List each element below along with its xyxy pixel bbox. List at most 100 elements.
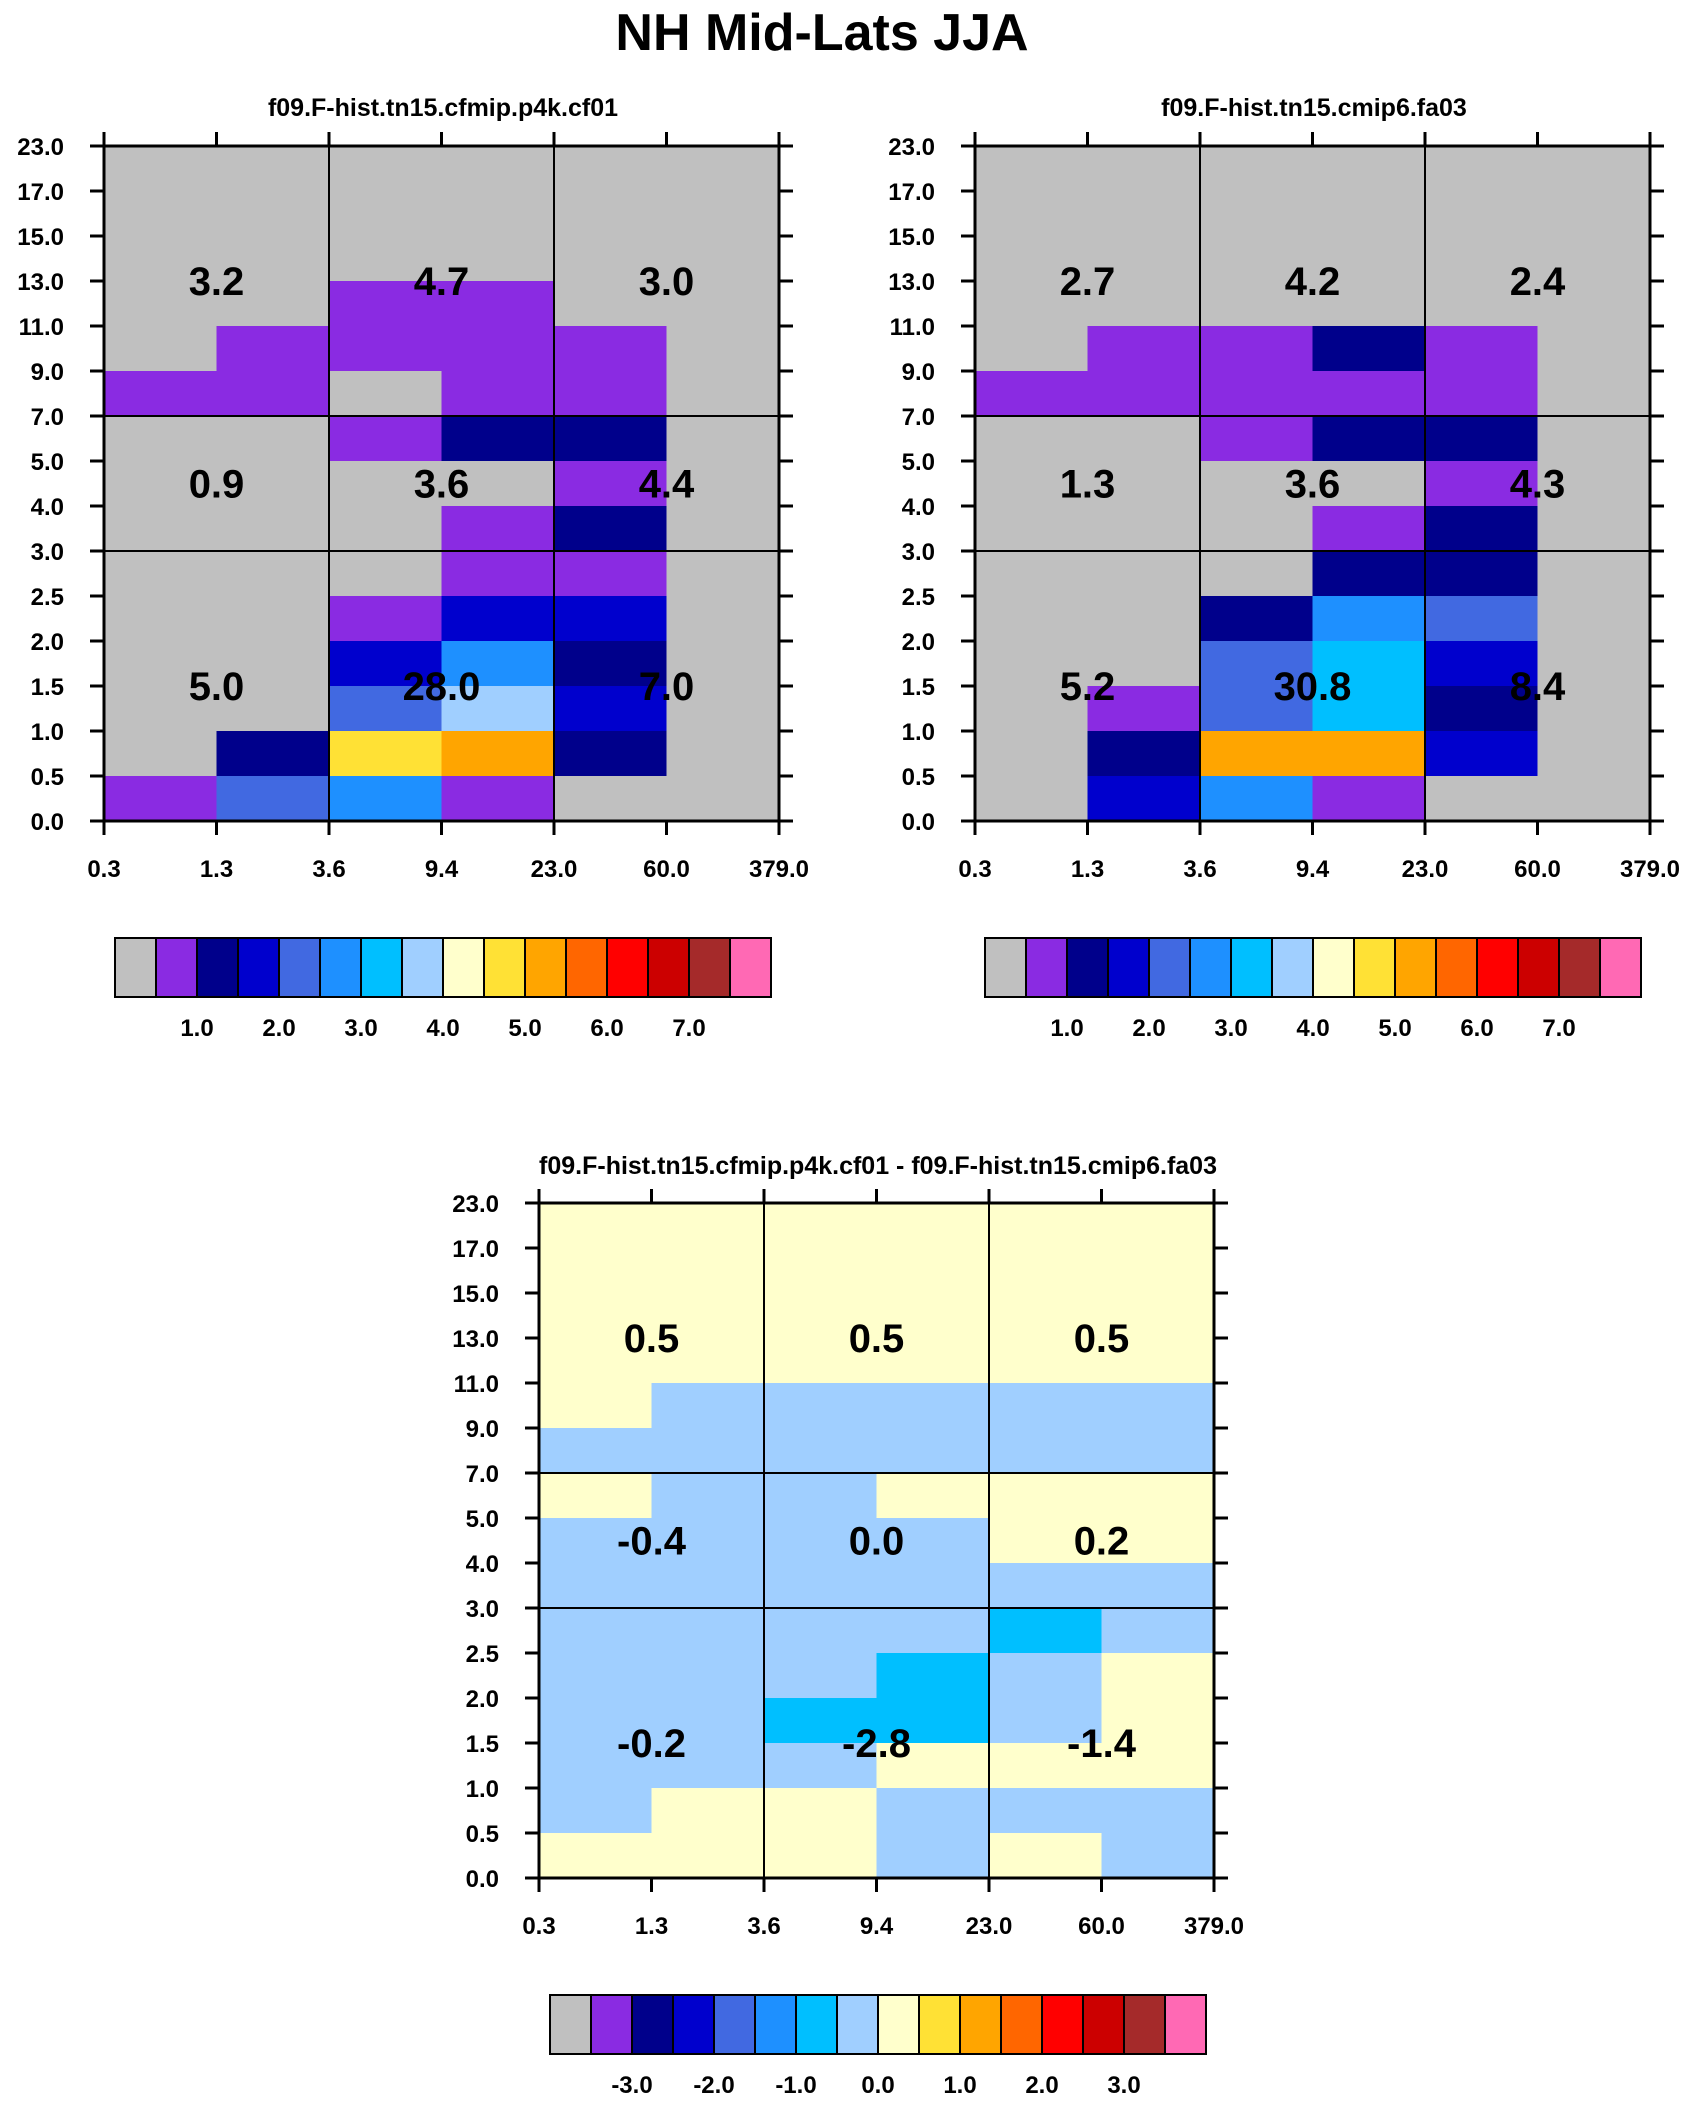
heatmap-cell — [666, 551, 780, 597]
panel-1-ytick-labels: 0.0 0.5 1.0 1.5 2.0 2.5 3.0 4.0 5.0 7.0 9.0 11.0 13.… — [17, 134, 64, 836]
colorbar-label: 1.0 — [1050, 1015, 1083, 1042]
heatmap-cell — [329, 191, 443, 237]
heatmap-cell — [1425, 731, 1539, 777]
y-tick-label: 0.5 — [31, 764, 64, 791]
colorbar-swatch — [877, 1994, 920, 2055]
panel-1: f09.F-hist.tn15.cfmip.p4k.cf01 0.0 0.5 1.0… — [17, 94, 809, 1042]
heatmap-cell — [989, 1698, 1103, 1744]
heatmap-cell — [1200, 461, 1314, 507]
y-tick-label: 0.0 — [902, 809, 935, 836]
colorbar-swatch — [1558, 937, 1601, 998]
heatmap-cell — [1312, 686, 1426, 732]
heatmap-cell — [539, 1788, 653, 1834]
heatmap-cell — [1087, 686, 1201, 732]
heatmap-cell — [1101, 1248, 1215, 1294]
x-tick-label: 0.3 — [87, 856, 120, 883]
x-tick-label: 379.0 — [1184, 1913, 1244, 1940]
heatmap-cell — [216, 371, 330, 417]
y-tick-label: 13.0 — [17, 269, 64, 296]
x-tick-label: 3.6 — [312, 856, 345, 883]
heatmap-cell — [1101, 1383, 1215, 1429]
heatmap-cell — [1087, 236, 1201, 282]
heatmap-cell — [989, 1383, 1103, 1429]
region-value-label: 4.4 — [639, 463, 695, 507]
heatmap-cell — [216, 686, 330, 732]
heatmap-cell — [441, 416, 555, 462]
heatmap-cell — [666, 596, 780, 642]
heatmap-cell — [1087, 326, 1201, 372]
region-value-label: -0.4 — [617, 1520, 687, 1564]
heatmap-cell — [989, 1653, 1103, 1699]
heatmap-cell — [104, 416, 218, 462]
colorbar-swatch — [1123, 1994, 1166, 2055]
heatmap-cell — [1087, 416, 1201, 462]
heatmap-cell — [666, 146, 780, 192]
heatmap-cell — [1312, 641, 1426, 687]
y-tick-label: 23.0 — [888, 134, 935, 161]
region-value-label: 3.6 — [414, 463, 470, 507]
region-value-label: 2.4 — [1510, 260, 1566, 304]
heatmap-cell — [104, 371, 218, 417]
y-tick-label: 5.0 — [31, 449, 64, 476]
heatmap-cell — [876, 1203, 990, 1249]
heatmap-cell — [1537, 146, 1651, 192]
heatmap-cell — [1312, 371, 1426, 417]
colorbar-swatch — [606, 937, 649, 998]
x-tick-label: 60.0 — [1514, 856, 1561, 883]
heatmap-cell — [1312, 146, 1426, 192]
heatmap-cell — [1312, 416, 1426, 462]
region-value-label: 4.2 — [1285, 260, 1341, 304]
heatmap-cell — [1425, 416, 1539, 462]
region-value-label: 2.7 — [1060, 260, 1116, 304]
heatmap-cell — [441, 551, 555, 597]
colorbar-swatch — [442, 937, 485, 998]
region-value-label: 3.2 — [189, 260, 245, 304]
colorbar-swatch — [1107, 937, 1150, 998]
heatmap-cell — [989, 1833, 1103, 1879]
heatmap-cell — [1101, 1293, 1215, 1339]
heatmap-cell — [651, 1293, 765, 1339]
heatmap-cell — [651, 1338, 765, 1384]
colorbar-swatch — [196, 937, 239, 998]
heatmap-cell — [1200, 776, 1314, 822]
colorbar-swatch — [918, 1994, 961, 2055]
heatmap-cell — [216, 641, 330, 687]
y-tick-label: 2.0 — [466, 1686, 499, 1713]
heatmap-cell — [651, 1563, 765, 1609]
heatmap-cell — [1537, 506, 1651, 552]
heatmap-cell — [876, 1248, 990, 1294]
y-tick-label: 3.0 — [31, 539, 64, 566]
heatmap-cell — [329, 731, 443, 777]
heatmap-cell — [441, 641, 555, 687]
heatmap-cell — [989, 1608, 1103, 1654]
heatmap-cell — [1200, 371, 1314, 417]
heatmap-cell — [989, 1743, 1103, 1789]
region-value-label: -0.2 — [617, 1722, 686, 1766]
heatmap-cell — [1312, 191, 1426, 237]
heatmap-cell — [1537, 326, 1651, 372]
colorbar-swatch — [836, 1994, 879, 2055]
region-value-label: -1.4 — [1067, 1722, 1137, 1766]
y-tick-label: 7.0 — [902, 404, 935, 431]
heatmap-cell — [1101, 1788, 1215, 1834]
region-value-label: 0.5 — [1074, 1317, 1130, 1361]
x-tick-label: 23.0 — [966, 1913, 1013, 1940]
y-tick-label: 1.5 — [466, 1731, 499, 1758]
heatmap-cell — [764, 1833, 878, 1879]
y-tick-label: 1.0 — [902, 719, 935, 746]
heatmap-cell — [329, 236, 443, 282]
heatmap-cell — [1200, 551, 1314, 597]
y-tick-label: 17.0 — [452, 1236, 499, 1263]
heatmap-cell — [554, 776, 668, 822]
heatmap-cell — [989, 1563, 1103, 1609]
heatmap-cell — [1101, 1518, 1215, 1564]
heatmap-cell — [651, 1518, 765, 1564]
x-tick-label: 379.0 — [749, 856, 809, 883]
heatmap-cell — [975, 551, 1089, 597]
colorbar-swatch — [1189, 937, 1232, 998]
heatmap-cell — [975, 146, 1089, 192]
colorbar-label: -1.0 — [775, 2072, 816, 2099]
x-tick-label: 379.0 — [1620, 856, 1680, 883]
heatmap-cell — [539, 1563, 653, 1609]
heatmap-cell — [554, 281, 668, 327]
